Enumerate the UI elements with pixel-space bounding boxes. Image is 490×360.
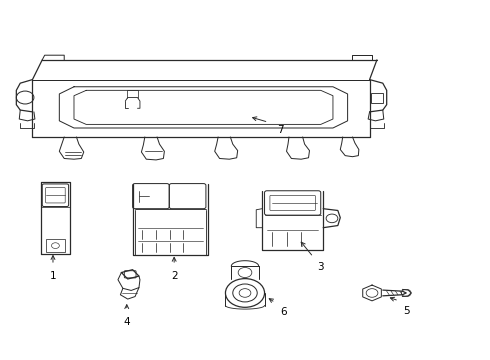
Text: 4: 4 — [123, 317, 130, 327]
Text: 7: 7 — [277, 126, 284, 135]
Text: 6: 6 — [280, 307, 287, 317]
Text: 5: 5 — [403, 306, 410, 316]
Text: 1: 1 — [49, 271, 56, 282]
Bar — [371, 93, 383, 103]
Text: 2: 2 — [171, 271, 177, 282]
Text: 3: 3 — [318, 262, 324, 273]
Bar — [46, 239, 65, 252]
